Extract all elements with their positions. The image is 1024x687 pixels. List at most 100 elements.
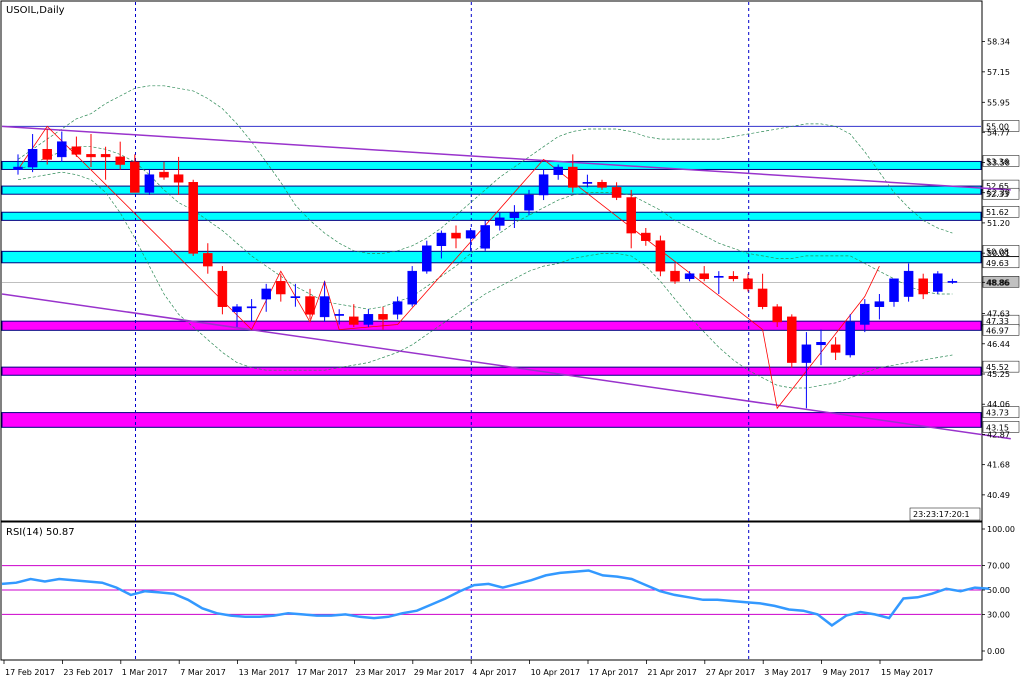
candle-8: [130, 154, 140, 193]
zone-6: [1, 366, 982, 376]
zone-label-top-3-box: [982, 205, 1020, 218]
price-tick-label: 54.77: [987, 128, 1010, 137]
price-tick-label: 41.68: [987, 461, 1010, 470]
rsi-pane: [0, 521, 983, 661]
price-tick-label: 44.06: [987, 400, 1010, 409]
candle-body: [407, 270, 417, 305]
candle-body: [480, 225, 490, 249]
candle-7: [115, 141, 125, 170]
candle-62: [918, 273, 928, 300]
candle-33: [495, 212, 505, 231]
zone-label-bottom-4-text: 49.63: [986, 259, 1009, 268]
candle-body: [947, 281, 958, 283]
x-tick-label: 17 Apr 2017: [589, 668, 638, 677]
candle-body: [889, 278, 899, 302]
zigzag-line: [17, 125, 880, 410]
candle-60: [889, 278, 899, 307]
price-tick-label: 55.95: [987, 98, 1010, 107]
candle-10: [159, 161, 169, 180]
x-tick-label: 23 Feb 2017: [63, 668, 113, 677]
candle-body: [743, 278, 753, 290]
candle-46: [684, 271, 695, 282]
candle-body: [538, 174, 549, 196]
candle-52: [772, 304, 782, 328]
x-tick-label: 21 Apr 2017: [647, 668, 696, 677]
zone-7: [1, 412, 982, 428]
zone-5: [1, 320, 982, 331]
zone-label-bottom-5-text: 46.97: [986, 326, 1009, 335]
zone-1: [1, 160, 982, 170]
zone-label-top-1-box: [982, 155, 1020, 167]
zone-label-top-4-box: [982, 245, 1020, 257]
candle-4: [71, 136, 82, 157]
candle-body: [363, 314, 374, 325]
candle-36: [538, 169, 549, 201]
zone-label-bottom-5: 46.97: [982, 324, 1020, 336]
price-tick-label: 53.58: [987, 158, 1010, 167]
rsi-tick-label: 0.00: [987, 647, 1005, 656]
candle-body: [42, 149, 52, 160]
candle-body: [436, 232, 447, 247]
candle-body: [626, 197, 636, 234]
candle-body: [57, 141, 67, 158]
x-tick-label: 3 May 2017: [764, 668, 811, 677]
candle-body: [728, 275, 739, 280]
candle-body: [276, 281, 286, 295]
zone-label-bottom-2-box: [982, 187, 1020, 200]
candle-24: [363, 309, 374, 328]
candle-44: [655, 235, 666, 277]
zone-label-bottom-7-box: [982, 421, 1020, 433]
candle-37: [553, 164, 563, 180]
current-price-text: 48.86: [986, 278, 1009, 287]
candle-body: [874, 301, 885, 307]
x-tick-label: 29 Mar 2017: [414, 668, 465, 677]
candle-body: [611, 187, 622, 198]
candle-body: [159, 171, 169, 178]
price-tick-label: 42.87: [987, 430, 1010, 439]
candle-body: [130, 161, 140, 193]
candle-body: [144, 174, 155, 193]
zone-label-bottom-4-box: [982, 256, 1020, 269]
candle-body: [655, 240, 666, 272]
candle-17: [261, 283, 271, 312]
candle-16: [246, 299, 257, 322]
candle-body: [509, 212, 520, 219]
candle-body: [641, 232, 651, 241]
chart-title: USOIL,Daily: [6, 5, 65, 16]
candle-45: [670, 263, 680, 284]
candle-body: [71, 146, 82, 155]
bollinger-lower: [17, 171, 953, 389]
price-tick-label: 48.86: [987, 278, 1010, 287]
trendline-1: [1, 293, 1011, 440]
price-tick-label: 51.20: [987, 219, 1010, 228]
candle-9: [144, 169, 155, 195]
candle-body: [933, 273, 943, 292]
zone-label-top-1: 53.36: [982, 155, 1020, 167]
candle-61: [903, 263, 914, 302]
candle-49: [728, 271, 739, 282]
candle-body: [217, 270, 228, 307]
candle-55: [816, 329, 826, 366]
candle-56: [830, 337, 841, 361]
rsi-line: [1, 569, 990, 627]
zone-label-bottom-5-box: [982, 324, 1020, 336]
price-tick-label: 47.63: [987, 310, 1010, 319]
candle-body: [465, 230, 476, 239]
zone-label-top-3-text: 51.62: [986, 208, 1009, 217]
candle-63: [933, 271, 943, 295]
zone-label-top-7-box: [982, 406, 1020, 418]
zone-4: [1, 250, 982, 264]
candle-35: [524, 189, 534, 216]
candle-19: [290, 283, 301, 307]
candle-64: [947, 278, 958, 284]
candle-41: [611, 182, 622, 201]
candle-58: [860, 299, 870, 333]
candle-51: [757, 273, 768, 310]
candle-21: [319, 281, 330, 322]
candle-body: [203, 253, 213, 267]
candle-25: [378, 306, 388, 330]
zone-label-bottom-4: 49.63: [982, 256, 1020, 269]
candle-26: [392, 296, 403, 320]
